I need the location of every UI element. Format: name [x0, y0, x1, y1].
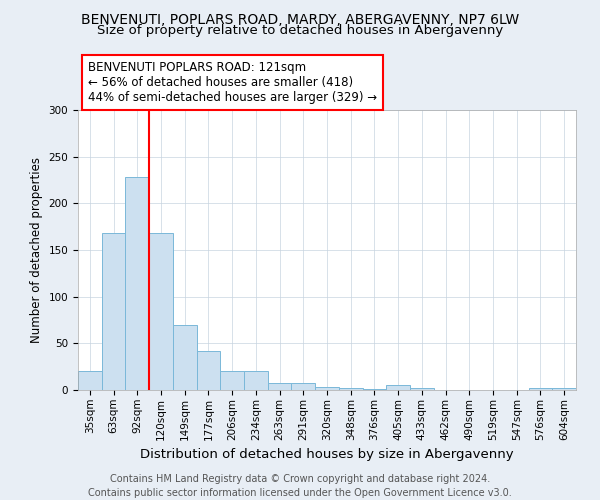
Y-axis label: Number of detached properties: Number of detached properties — [30, 157, 43, 343]
Text: BENVENUTI POPLARS ROAD: 121sqm
← 56% of detached houses are smaller (418)
44% of: BENVENUTI POPLARS ROAD: 121sqm ← 56% of … — [88, 62, 377, 104]
Text: Contains HM Land Registry data © Crown copyright and database right 2024.
Contai: Contains HM Land Registry data © Crown c… — [88, 474, 512, 498]
Bar — [362, 389, 386, 390]
Text: BENVENUTI, POPLARS ROAD, MARDY, ABERGAVENNY, NP7 6LW: BENVENUTI, POPLARS ROAD, MARDY, ABERGAVE… — [81, 12, 519, 26]
Bar — [410, 388, 434, 390]
Bar — [149, 233, 173, 390]
Bar — [125, 177, 149, 390]
Bar — [552, 388, 576, 390]
Bar — [339, 388, 362, 390]
Bar — [268, 382, 292, 390]
Bar — [244, 372, 268, 390]
Bar — [173, 324, 197, 390]
Bar — [292, 384, 315, 390]
Bar — [386, 386, 410, 390]
Bar — [315, 387, 339, 390]
Bar — [197, 351, 220, 390]
Bar — [78, 372, 102, 390]
Bar — [102, 233, 125, 390]
Bar — [220, 372, 244, 390]
X-axis label: Distribution of detached houses by size in Abergavenny: Distribution of detached houses by size … — [140, 448, 514, 461]
Bar — [529, 388, 552, 390]
Text: Size of property relative to detached houses in Abergavenny: Size of property relative to detached ho… — [97, 24, 503, 37]
